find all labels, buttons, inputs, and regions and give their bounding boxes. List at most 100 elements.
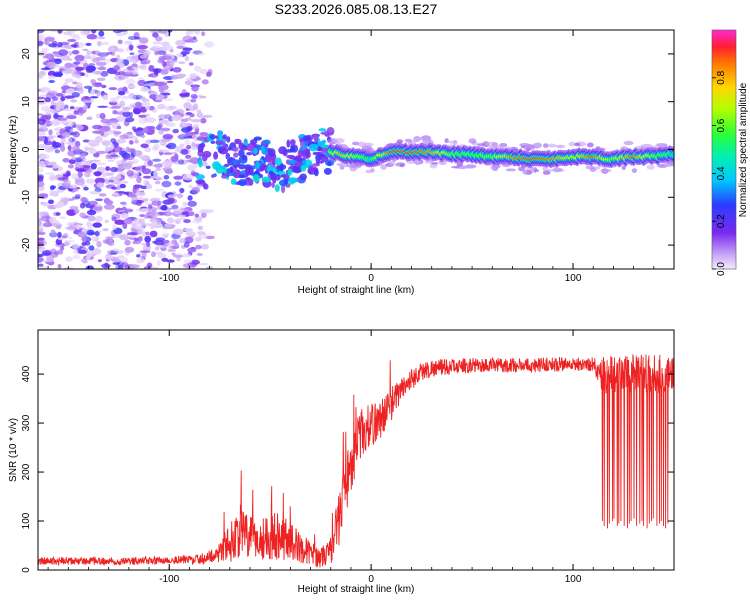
noise-blob bbox=[140, 135, 145, 138]
noise-blob bbox=[192, 219, 203, 224]
noise-blob bbox=[158, 119, 169, 125]
noise-blob bbox=[103, 204, 115, 210]
noise-blob bbox=[168, 61, 175, 67]
noise-blob bbox=[48, 216, 57, 223]
noise-blob bbox=[174, 181, 182, 186]
carrier-halo-blob bbox=[490, 164, 498, 171]
noise-blob bbox=[86, 116, 93, 121]
noise-blob bbox=[89, 96, 99, 99]
noise-blob bbox=[86, 33, 98, 40]
noise-blob bbox=[57, 231, 62, 238]
noise-blob bbox=[60, 138, 67, 143]
noise-blob bbox=[50, 248, 57, 254]
noise-blob bbox=[183, 228, 194, 232]
spectrogram-x-tick-label: 0 bbox=[368, 273, 374, 284]
noise-blob bbox=[149, 139, 160, 143]
noise-blob bbox=[114, 219, 125, 225]
noise-blob bbox=[139, 214, 145, 218]
noise-blob bbox=[141, 59, 151, 65]
noise-blob bbox=[146, 139, 152, 144]
noise-blob bbox=[95, 61, 107, 66]
noise-blob bbox=[160, 206, 168, 211]
turbulent-blob bbox=[226, 168, 231, 175]
noise-blob bbox=[142, 198, 149, 202]
noise-blob bbox=[191, 84, 200, 92]
turbulent-blob bbox=[197, 143, 204, 153]
noise-blob bbox=[96, 182, 105, 188]
turbulent-blob bbox=[238, 149, 245, 157]
noise-blob bbox=[135, 191, 146, 197]
noise-blob bbox=[64, 95, 75, 99]
turbulent-blob bbox=[238, 179, 247, 187]
carrier-halo-blob bbox=[601, 169, 612, 173]
noise-blob bbox=[152, 218, 157, 225]
noise-blob bbox=[85, 42, 92, 47]
noise-blob bbox=[184, 55, 190, 62]
noise-blob bbox=[111, 186, 117, 190]
noise-blob bbox=[64, 62, 73, 69]
noise-blob bbox=[200, 117, 207, 124]
noise-blob bbox=[179, 238, 186, 244]
noise-blob bbox=[197, 225, 204, 231]
snr-y-tick-label: 100 bbox=[21, 512, 32, 529]
noise-blob bbox=[58, 117, 68, 121]
turbulent-blob bbox=[305, 151, 310, 158]
noise-blob bbox=[205, 235, 216, 240]
noise-blob bbox=[57, 30, 63, 34]
carrier-halo-blob bbox=[361, 145, 373, 151]
noise-blob bbox=[105, 154, 111, 160]
turbulent-blob bbox=[300, 164, 307, 172]
noise-blob bbox=[175, 39, 186, 46]
noise-blob bbox=[83, 186, 89, 191]
carrier-halo-blob bbox=[568, 141, 576, 147]
noise-blob bbox=[68, 51, 73, 56]
noise-blob bbox=[194, 30, 201, 35]
noise-blob bbox=[88, 139, 98, 144]
noise-blob bbox=[129, 140, 134, 145]
noise-blob bbox=[187, 200, 197, 207]
noise-blob bbox=[90, 163, 97, 170]
noise-blob bbox=[190, 145, 200, 151]
turbulent-blob bbox=[222, 134, 228, 140]
noise-blob bbox=[91, 30, 97, 34]
noise-blob bbox=[153, 239, 165, 246]
noise-blob bbox=[101, 140, 111, 147]
noise-blob bbox=[182, 263, 193, 268]
noise-blob bbox=[71, 92, 80, 98]
noise-blob bbox=[90, 79, 96, 85]
turbulent-blob bbox=[223, 163, 230, 167]
noise-blob bbox=[86, 209, 97, 216]
noise-blob bbox=[120, 257, 129, 263]
noise-blob bbox=[154, 188, 165, 192]
noise-blob bbox=[71, 173, 78, 179]
turbulent-blob bbox=[214, 163, 222, 171]
noise-blob bbox=[82, 139, 91, 143]
noise-blob bbox=[44, 172, 56, 175]
snr-y-axis-label: SNR (10 * v/v) bbox=[8, 418, 19, 482]
noise-blob bbox=[71, 146, 80, 151]
noise-blob bbox=[38, 220, 43, 227]
turbulent-blob bbox=[260, 145, 265, 152]
chart-title: S233.2026.085.08.13.E27 bbox=[275, 1, 438, 17]
noise-blob bbox=[94, 237, 99, 242]
noise-blob bbox=[49, 185, 55, 191]
carrier-halo-blob bbox=[631, 168, 638, 174]
noise-blob bbox=[102, 228, 109, 232]
noise-blob bbox=[105, 166, 111, 172]
noise-blob bbox=[173, 175, 183, 180]
carrier-halo-blob bbox=[404, 138, 413, 143]
turbulent-blob bbox=[213, 151, 219, 160]
noise-blob bbox=[176, 256, 181, 262]
noise-blob bbox=[149, 230, 158, 237]
noise-blob bbox=[177, 159, 185, 165]
noise-blob bbox=[113, 65, 120, 71]
noise-blob bbox=[53, 203, 64, 209]
noise-blob bbox=[44, 160, 50, 166]
noise-blob bbox=[119, 150, 128, 156]
noise-blob bbox=[106, 172, 115, 176]
noise-blob bbox=[166, 80, 174, 84]
turbulent-blob bbox=[299, 138, 304, 143]
noise-blob bbox=[72, 196, 81, 200]
noise-blob bbox=[78, 88, 84, 94]
noise-blob bbox=[48, 199, 54, 205]
